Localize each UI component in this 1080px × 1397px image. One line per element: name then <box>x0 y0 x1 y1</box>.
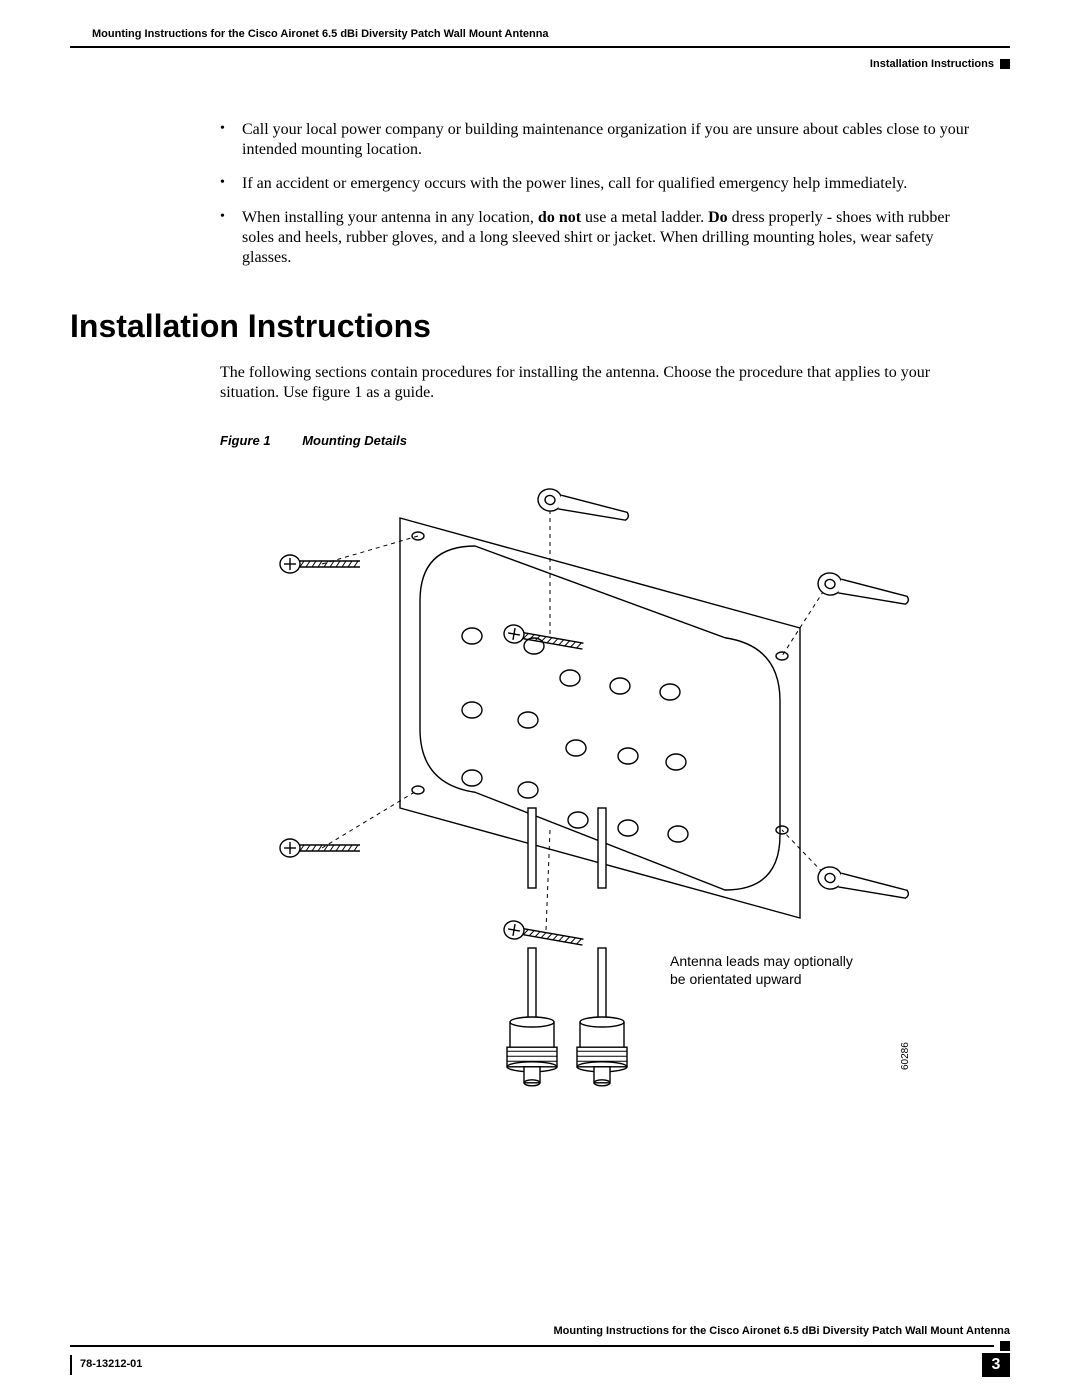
svg-text:be orientated upward: be orientated upward <box>670 971 802 987</box>
figure-container: Antenna leads may optionally be orientate… <box>220 458 980 1118</box>
bullet-text-prefix: When installing your antenna in any loca… <box>242 209 538 226</box>
bullet-bold: do not <box>538 209 581 226</box>
figure-caption: Figure 1 Mounting Details <box>220 433 1010 448</box>
header-section-tag: Installation Instructions <box>870 58 994 70</box>
page-footer: Mounting Instructions for the Cisco Airo… <box>70 1325 1010 1377</box>
header-section-tag-row: Installation Instructions <box>70 58 1010 70</box>
footer-doc-title: Mounting Instructions for the Cisco Airo… <box>70 1325 1010 1337</box>
svg-text:Antenna leads may optionally: Antenna leads may optionally <box>670 953 853 969</box>
mounting-diagram: Antenna leads may optionally be orientate… <box>250 458 950 1118</box>
bullet-text-mid: use a metal ladder. <box>581 209 708 226</box>
bullet-item: If an accident or emergency occurs with … <box>220 174 980 194</box>
footer-doc-number: 78-13212-01 <box>70 1355 142 1375</box>
bullet-text: Call your local power company or buildin… <box>242 121 969 158</box>
bullet-item: Call your local power company or buildin… <box>220 120 980 160</box>
figure-title: Mounting Details <box>302 433 407 448</box>
header-doc-title: Mounting Instructions for the Cisco Airo… <box>70 28 1010 46</box>
header-square-icon <box>1000 59 1010 69</box>
bullet-item: When installing your antenna in any loca… <box>220 208 980 268</box>
figure-label: Figure 1 <box>220 433 271 448</box>
page-number: 3 <box>982 1353 1010 1377</box>
svg-text:60286: 60286 <box>900 1042 911 1070</box>
bullet-bold: Do <box>708 209 728 226</box>
bullet-text: If an accident or emergency occurs with … <box>242 175 907 192</box>
intro-paragraph: The following sections contain procedure… <box>220 363 980 403</box>
footer-square-icon <box>1000 1341 1010 1351</box>
safety-bullets: Call your local power company or buildin… <box>220 120 980 268</box>
section-heading: Installation Instructions <box>70 308 1010 345</box>
